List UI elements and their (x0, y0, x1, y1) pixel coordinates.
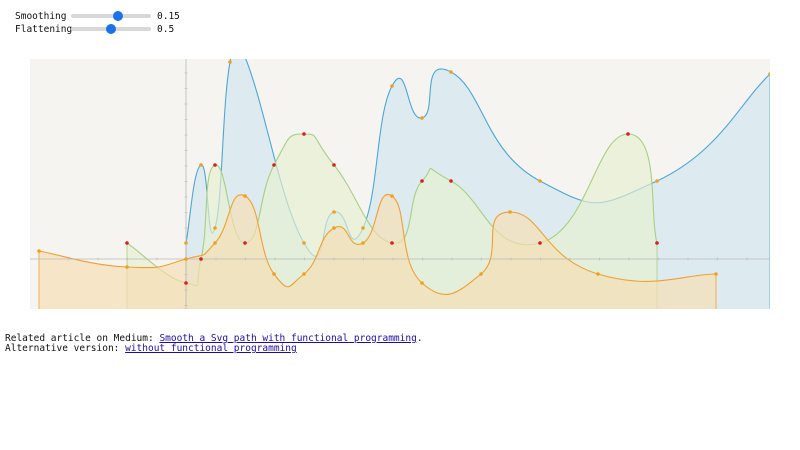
series-2-point (449, 179, 453, 183)
series-2-point (243, 241, 247, 245)
series-2-point (125, 241, 129, 245)
series-3-point (243, 194, 247, 198)
smoothed-path-chart (30, 59, 770, 309)
series-2-point (626, 132, 630, 136)
flattening-label: Flattening (15, 23, 73, 35)
series-3-point (420, 281, 424, 285)
series-3-area (39, 194, 716, 309)
series-1-point (332, 210, 336, 214)
series-1-point (302, 241, 306, 245)
series-1-point (449, 70, 453, 74)
series-2-point (272, 163, 276, 167)
alternative-version-line: Alternative version: without functional … (5, 344, 297, 354)
series-1-point (213, 226, 217, 230)
alt-prefix: Alternative version: (5, 343, 126, 354)
medium-article-link[interactable]: Smooth a Svg path with functional progra… (159, 333, 417, 344)
series-2-point (199, 257, 203, 261)
medium-prefix: Related article on Medium: (5, 333, 160, 344)
series-2-point (420, 179, 424, 183)
alternative-version-link[interactable]: without functional programming (125, 343, 297, 354)
series-3-point (37, 249, 41, 253)
series-3-point (332, 226, 336, 230)
smoothing-control: Smoothing 0.15 (15, 9, 180, 23)
series-3-point (213, 241, 217, 245)
smoothing-label: Smoothing (15, 10, 67, 22)
series-3-point (272, 272, 276, 276)
series-2-point (213, 163, 217, 167)
series-3-point (390, 194, 394, 198)
series-3-point (596, 272, 600, 276)
series-1-point (768, 72, 770, 76)
series-3-point (125, 265, 129, 269)
smoothing-slider[interactable] (71, 9, 151, 23)
series-2-point (332, 163, 336, 167)
series-1-point (184, 241, 188, 245)
series-1-point (420, 116, 424, 120)
series-1-point (538, 179, 542, 183)
series-1-point (361, 226, 365, 230)
smoothing-value: 0.15 (157, 10, 180, 22)
flattening-value: 0.5 (157, 23, 175, 35)
series-1-point (199, 163, 203, 167)
series-2-point (538, 241, 542, 245)
series-2-point (390, 241, 394, 245)
series-1-point (228, 60, 232, 64)
medium-article-line: Related article on Medium: Smooth a Svg … (5, 334, 423, 344)
series-2-point (655, 241, 659, 245)
series-3-point (508, 210, 512, 214)
series-3-point (184, 257, 188, 261)
series-1-point (655, 179, 659, 183)
medium-suffix: . (416, 333, 423, 344)
flattening-slider[interactable] (71, 22, 151, 36)
flattening-control: Flattening 0.5 (15, 22, 174, 36)
series-3-point (714, 272, 718, 276)
series-2-point (184, 281, 188, 285)
series-3-point (361, 241, 365, 245)
series-3-point (479, 272, 483, 276)
series-3-point (302, 272, 306, 276)
series-1-point (390, 84, 394, 88)
series-2-point (302, 132, 306, 136)
